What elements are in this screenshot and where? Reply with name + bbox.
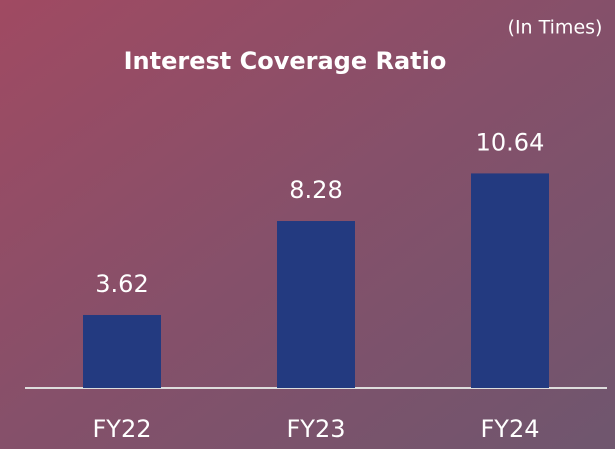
x-tick-label: FY23 [286,415,345,443]
chart-subtitle: (In Times) [508,17,603,39]
value-label: 10.64 [476,128,545,156]
chart-title: Interest Coverage Ratio [124,47,447,75]
bar [471,173,549,388]
value-label: 8.28 [289,176,342,204]
x-tick-label: FY22 [92,415,151,443]
value-label: 3.62 [95,270,148,298]
x-tick-label: FY24 [480,415,539,443]
bar [277,221,355,388]
bar [83,314,161,388]
